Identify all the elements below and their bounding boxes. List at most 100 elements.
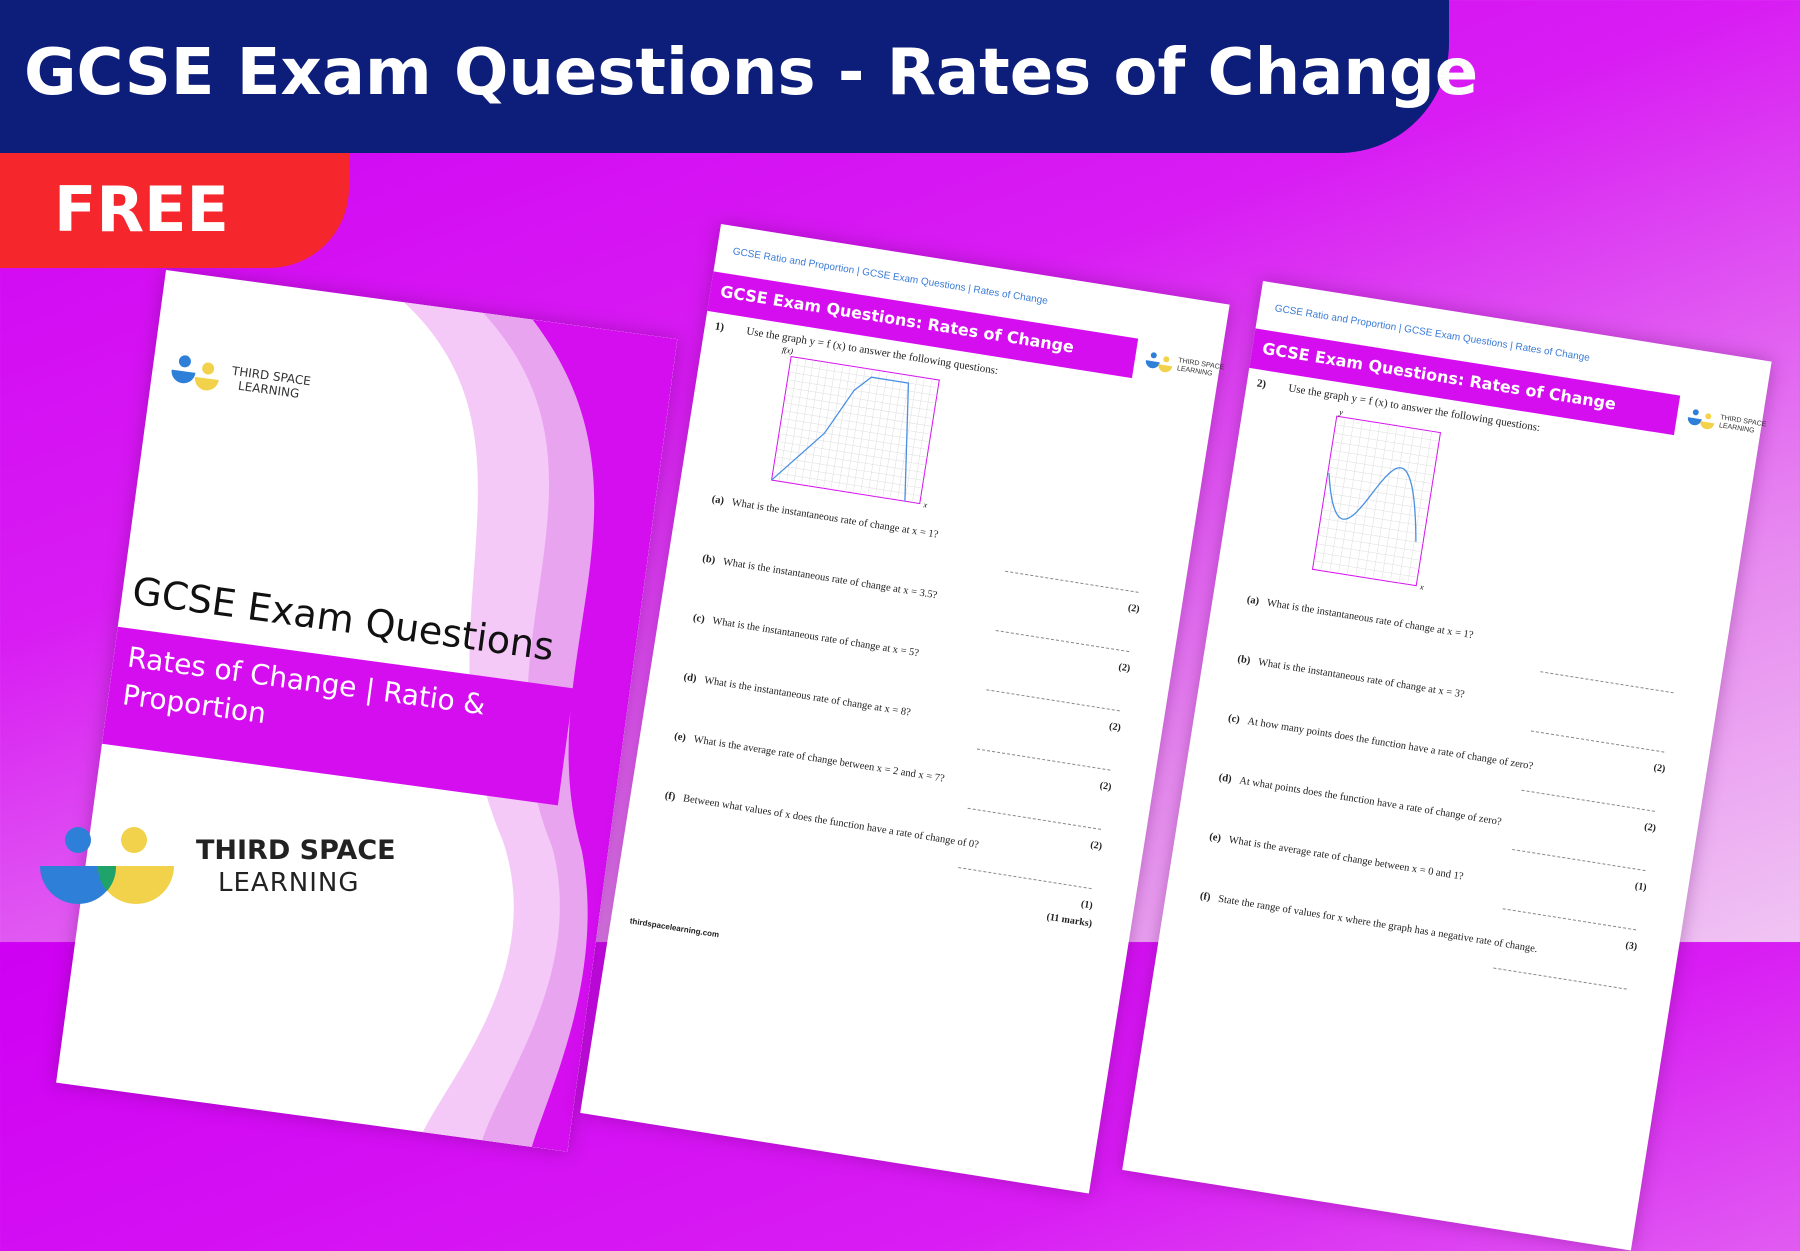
grid-line [1328, 466, 1433, 484]
grid-line [1331, 449, 1436, 467]
question-text: State the range of values for x where th… [1217, 893, 1539, 956]
grid-line [1334, 432, 1438, 450]
grid-line [1332, 441, 1437, 459]
question-item: (a) What is the instantaneous rate of cha… [1246, 594, 1643, 667]
logo-icon [1687, 409, 1715, 430]
question-marks: (2) [1108, 720, 1122, 734]
question-item: (b) What is the instantaneous rate of cha… [702, 553, 1099, 626]
question-number: 2) [1255, 377, 1267, 391]
answer-line[interactable] [1005, 570, 1139, 593]
answer-line[interactable] [1540, 671, 1674, 694]
grid-line [1321, 509, 1426, 527]
question-label: (d) [682, 671, 698, 685]
question-label: (e) [1208, 831, 1222, 845]
question-item: (d) At what points does the function have… [1218, 772, 1615, 845]
cover-logo: THIRD SPACE LEARNING [167, 352, 312, 407]
answer-line[interactable] [1530, 730, 1665, 753]
grid-line [1329, 458, 1434, 476]
question-label: (c) [692, 612, 706, 626]
grid-line [789, 364, 939, 389]
answer-line[interactable] [958, 867, 1092, 890]
answer-line[interactable] [1493, 967, 1627, 990]
question-label: (c) [1227, 713, 1241, 726]
brand-subname: LEARNING [218, 868, 360, 898]
question-marks: (1) [1080, 898, 1094, 912]
grid-line [1325, 483, 1430, 501]
logo-icon [40, 827, 174, 904]
grid-line [1324, 492, 1429, 510]
brand-name: THIRD SPACE [196, 835, 396, 866]
worksheet-logo: THIRD SPACE LEARNING [1143, 350, 1225, 382]
question-label: (b) [1236, 653, 1252, 667]
grid-line [772, 472, 921, 497]
logo-icon [171, 355, 219, 391]
worksheet-page-1: GCSE Ratio and Proportion | GCSE Exam Qu… [580, 224, 1230, 1194]
cover-page: THIRD SPACE LEARNING GCSE Exam Questions … [56, 270, 678, 1152]
answer-line[interactable] [976, 748, 1111, 771]
grid-line [786, 387, 935, 412]
question-item: (d) What is the instantaneous rate of cha… [683, 672, 1080, 745]
question-marks: (2) [1117, 661, 1131, 675]
question-text: What is the average rate of change betwe… [692, 734, 946, 785]
question-marks: (2) [1098, 780, 1113, 793]
grid-line [775, 456, 924, 481]
question-text: What is the instantaneous rate of change… [703, 675, 912, 719]
question-label: (a) [1246, 594, 1260, 608]
question-text: At what points does the function have a … [1238, 775, 1503, 828]
question-text: At how many points does the function hav… [1246, 716, 1534, 773]
answer-line[interactable] [995, 629, 1130, 653]
grid-line [1323, 501, 1428, 518]
question-label: (a) [710, 494, 725, 507]
question-item: (e) What is the average rate of change be… [1209, 832, 1606, 905]
x-axis-label: x [1418, 582, 1424, 592]
total-marks: (11 marks) [1045, 911, 1093, 930]
question-marks: (2) [1127, 602, 1141, 616]
graph-fx: f(x) x [770, 345, 940, 510]
answer-line[interactable] [1521, 789, 1655, 812]
question-marks: (2) [1652, 762, 1667, 775]
grid-line [1319, 526, 1423, 544]
graph-line [1328, 467, 1417, 542]
grid-line [1335, 424, 1440, 442]
question-item: (e) What is the average rate of change be… [673, 731, 1070, 804]
question-marks: (2) [1643, 821, 1657, 835]
answer-line[interactable] [967, 807, 1102, 830]
question-label: (d) [1217, 772, 1233, 786]
question-text: What is the instantaneous rate of change… [1257, 656, 1466, 701]
question-item: (b) What is the instantaneous rate of cha… [1237, 654, 1634, 727]
answer-line[interactable] [1512, 848, 1646, 872]
grid-line [1320, 518, 1425, 535]
question-text: Between what values of x does the functi… [682, 793, 980, 851]
y-axis-label: y [1338, 407, 1344, 417]
question-number: 1) [713, 320, 725, 334]
question-label: (f) [1199, 890, 1212, 904]
grid-line [784, 394, 934, 419]
question-text: What is the average rate of change betwe… [1227, 834, 1465, 883]
title-banner: GCSE Exam Questions - Rates of Change [0, 0, 1478, 153]
question-text: What is the instantaneous rate of change… [722, 556, 938, 602]
question-item: (f) Between what values of x does the fun… [664, 790, 1061, 863]
question-text: What is the instantaneous rate of change… [1266, 597, 1475, 642]
question-item: (c) What is the instantaneous rate of cha… [692, 613, 1089, 686]
free-badge-label: FREE [54, 173, 229, 246]
grid-line [778, 433, 928, 458]
grid-line [780, 425, 929, 450]
grid-line [1317, 535, 1422, 552]
grid-line [782, 410, 931, 435]
graph-cubic: yx [1311, 407, 1442, 592]
logo-icon [1145, 352, 1173, 373]
grid-line [1316, 543, 1421, 561]
brand-logo: THIRD SPACE LEARNING [38, 826, 396, 908]
grid-line [781, 418, 930, 443]
footer-url: thirdspacelearning.com [629, 916, 720, 940]
grid-line [1315, 552, 1419, 569]
question-label: (f) [664, 790, 677, 803]
answer-line[interactable] [1502, 908, 1637, 931]
grid-line [773, 464, 923, 489]
x-axis-label: x [922, 500, 928, 510]
answer-line[interactable] [986, 689, 1120, 712]
question-item: (f) State the range of values for x where… [1199, 891, 1596, 964]
question-text: What is the instantaneous rate of change… [711, 615, 920, 660]
question-item: (c) At how many points does the function … [1227, 713, 1624, 786]
question-label: (e) [673, 731, 687, 744]
